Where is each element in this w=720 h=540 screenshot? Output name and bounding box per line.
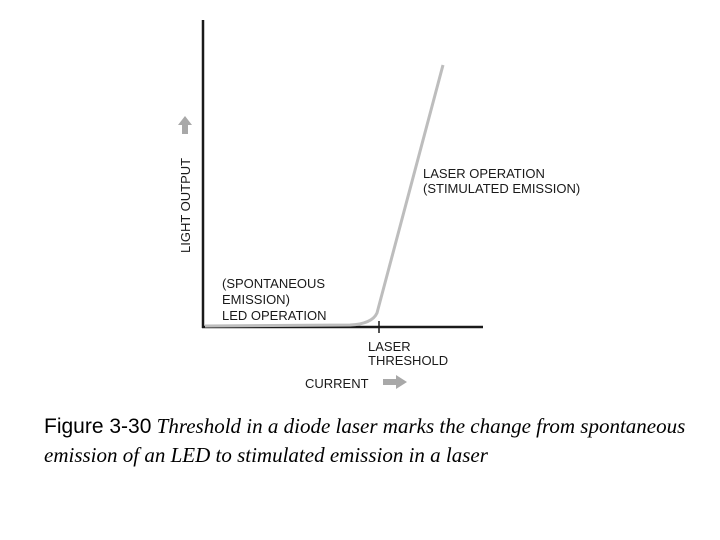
caption-text: Threshold in a diode laser marks the cha… (44, 414, 686, 467)
led-region-label: (SPONTANEOUS EMISSION) LED OPERATION (222, 276, 329, 323)
figure-caption: Figure 3-30 Threshold in a diode laser m… (44, 412, 704, 470)
y-axis-label: LIGHT OUTPUT (178, 158, 193, 253)
threshold-label: LASER THRESHOLD (368, 339, 448, 368)
laser-threshold-diagram: LIGHT OUTPUT (SPONTANEOUS EMISSION) LED … (178, 20, 580, 391)
laser-region-label: LASER OPERATION (STIMULATED EMISSION) (423, 166, 580, 196)
x-axis-label: CURRENT (305, 376, 369, 391)
light-output-curve (204, 64, 445, 328)
arrow-right-icon (383, 375, 407, 389)
figure-number: Figure 3-30 (44, 415, 152, 438)
arrow-up-icon (178, 116, 192, 134)
